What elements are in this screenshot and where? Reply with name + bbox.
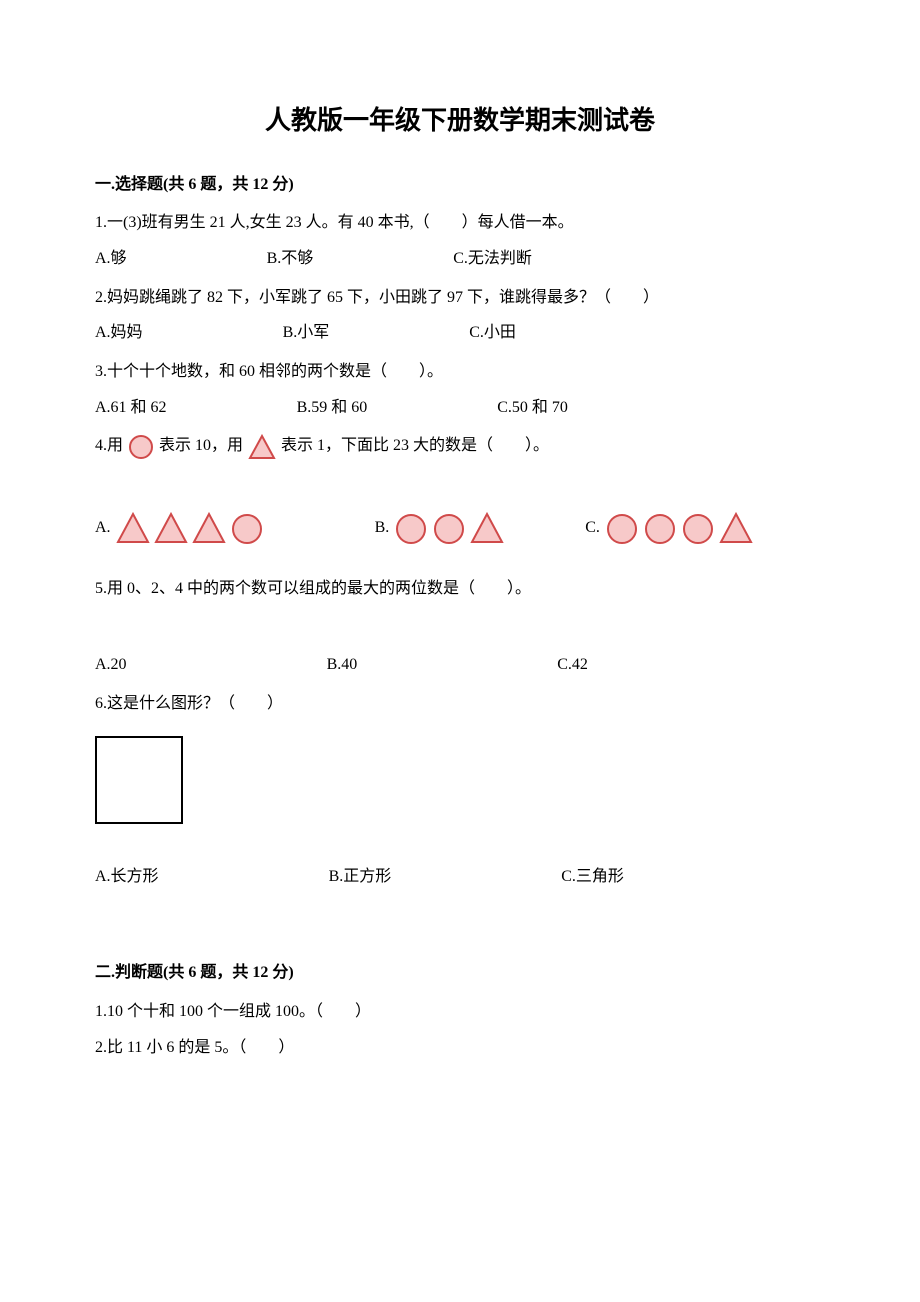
q4-mid: 表示 10，用 xyxy=(159,432,243,461)
circle-icon xyxy=(127,433,155,461)
q3-opt-b: B.59 和 60 xyxy=(297,395,368,421)
q4-opt-b: B. xyxy=(375,511,506,545)
q1-options: A.够 B.不够 C.无法判断 xyxy=(95,246,825,272)
q1-opt-c: C.无法判断 xyxy=(453,246,532,272)
circle-icon xyxy=(642,511,678,545)
triangle-icon xyxy=(115,511,151,545)
q5-text: 5.用 0、2、4 中的两个数可以组成的最大的两位数是（ ）。 xyxy=(95,575,825,604)
page: 人教版一年级下册数学期末测试卷 一.选择题(共 6 题，共 12 分) 1.一(… xyxy=(0,0,920,1302)
q1-opt-a: A.够 xyxy=(95,246,127,272)
q6-options: A.长方形 B.正方形 C.三角形 xyxy=(95,864,825,890)
q4-post: 表示 1，下面比 23 大的数是（ ）。 xyxy=(281,432,549,461)
q5-opt-c: C.42 xyxy=(557,652,588,678)
q2-opt-b: B.小军 xyxy=(283,320,330,346)
q4-opt-a: A. xyxy=(95,511,265,545)
q1-text: 1.一(3)班有男生 21 人,女生 23 人。有 40 本书,（ ）每人借一本… xyxy=(95,209,825,238)
circle-icon xyxy=(393,511,429,545)
circle-icon xyxy=(431,511,467,545)
section-2-header: 二.判断题(共 6 题，共 12 分) xyxy=(95,960,825,986)
q6-text: 6.这是什么图形？（ ） xyxy=(95,690,825,719)
q2-opt-c: C.小田 xyxy=(469,320,516,346)
q4-opt-a-shapes xyxy=(115,511,265,545)
q3-opt-c: C.50 和 70 xyxy=(497,395,568,421)
square-figure xyxy=(95,736,183,824)
q6-opt-c: C.三角形 xyxy=(561,864,624,890)
triangle-icon xyxy=(247,433,277,461)
q2-options: A.妈妈 B.小军 C.小田 xyxy=(95,320,825,346)
triangle-icon xyxy=(718,511,754,545)
q4-pre: 4.用 xyxy=(95,432,123,461)
q4-opt-b-label: B. xyxy=(375,515,390,541)
circle-icon xyxy=(229,511,265,545)
q2-text: 2.妈妈跳绳跳了 82 下，小军跳了 65 下，小田跳了 97 下，谁跳得最多？… xyxy=(95,284,825,313)
section-1-header: 一.选择题(共 6 题，共 12 分) xyxy=(95,172,825,198)
s2-q1-text: 1.10 个十和 100 个一组成 100。（ ） xyxy=(95,998,825,1027)
q4-options: A. B. C. xyxy=(95,511,825,545)
circle-icon xyxy=(604,511,640,545)
q5-opt-b: B.40 xyxy=(327,652,358,678)
q6-opt-a: A.长方形 xyxy=(95,864,159,890)
q5-opt-a: A.20 xyxy=(95,652,127,678)
q6-opt-b: B.正方形 xyxy=(329,864,392,890)
q5-options: A.20 B.40 C.42 xyxy=(95,652,825,678)
q3-text: 3.十个十个地数，和 60 相邻的两个数是（ ）。 xyxy=(95,358,825,387)
q3-opt-a: A.61 和 62 xyxy=(95,395,167,421)
s2-q2-text: 2.比 11 小 6 的是 5。（ ） xyxy=(95,1034,825,1063)
triangle-icon xyxy=(153,511,189,545)
q3-options: A.61 和 62 B.59 和 60 C.50 和 70 xyxy=(95,395,825,421)
q4-text: 4.用 表示 10，用 表示 1，下面比 23 大的数是（ ）。 xyxy=(95,432,825,461)
q1-opt-b: B.不够 xyxy=(267,246,314,272)
circle-icon xyxy=(680,511,716,545)
q4-opt-c: C. xyxy=(585,511,754,545)
triangle-icon xyxy=(191,511,227,545)
q4-opt-b-shapes xyxy=(393,511,505,545)
page-title: 人教版一年级下册数学期末测试卷 xyxy=(95,100,825,142)
q4-opt-a-label: A. xyxy=(95,515,111,541)
triangle-icon xyxy=(469,511,505,545)
q4-opt-c-label: C. xyxy=(585,515,600,541)
q4-opt-c-shapes xyxy=(604,511,754,545)
q2-opt-a: A.妈妈 xyxy=(95,320,143,346)
